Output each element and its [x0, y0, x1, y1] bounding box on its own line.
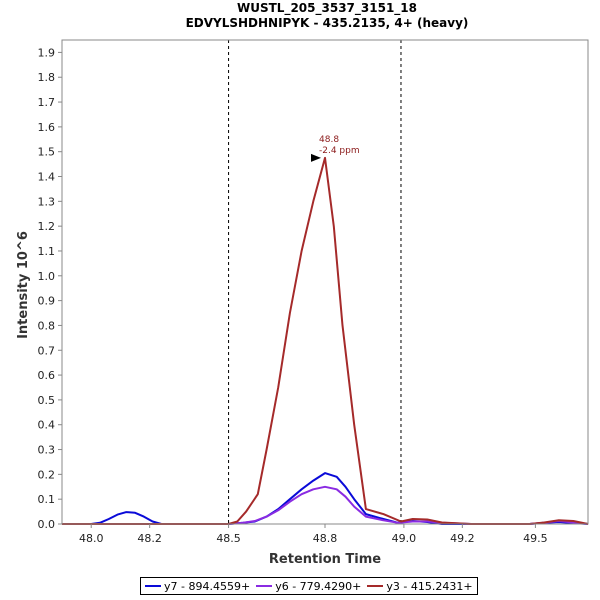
y-tick-label: 1.3 [38, 195, 56, 208]
x-tick-label: 48.8 [313, 532, 338, 545]
y-tick-label: 0.6 [38, 369, 56, 382]
peak-marker-icon [311, 153, 321, 162]
x-axis-title: Retention Time [269, 552, 381, 567]
x-tick-label: 48.2 [137, 532, 162, 545]
chart-subtitle: EDVYLSHDHNIPYK - 435.2135, 4+ (heavy) [186, 16, 469, 30]
integration-boundaries [228, 40, 402, 524]
x-axis-ticks: 48.0 48.2 48.5 48.8 49.0 49.2 49.5 [79, 524, 548, 545]
y-tick-label: 1.1 [38, 245, 56, 258]
y-tick-label: 0.9 [38, 295, 56, 308]
x-tick-label: 49.2 [450, 532, 475, 545]
y-tick-label: 1.5 [38, 146, 56, 159]
legend-item: y6 - 779.4290+ [256, 580, 361, 593]
chart-title: WUSTL_205_3537_3151_18 [237, 1, 417, 16]
y-tick-label: 0.1 [38, 493, 56, 506]
y-tick-label: 1.8 [38, 71, 56, 84]
legend-label: y6 - 779.4290+ [275, 579, 362, 593]
y-axis-title: Intensity 10^6 [16, 231, 31, 339]
x-tick-label: 48.0 [79, 532, 104, 545]
x-tick-label: 48.5 [216, 532, 241, 545]
series-lines [62, 156, 589, 525]
y-tick-label: 1.0 [38, 270, 56, 283]
legend-swatch [256, 585, 273, 587]
x-tick-label: 49.5 [523, 532, 548, 545]
legend-label: y7 - 894.4559+ [164, 579, 251, 593]
x-tick-label: 49.0 [392, 532, 417, 545]
legend-label: y3 - 415.2431+ [386, 579, 473, 593]
legend-swatch [367, 585, 384, 587]
y-tick-label: 0.5 [38, 394, 56, 407]
legend-swatch [145, 585, 161, 587]
legend-item: y7 - 894.4559+ [145, 580, 250, 593]
peak-annotation-rt: 48.8 [319, 135, 339, 145]
y-tick-label: 1.2 [38, 220, 56, 233]
legend-item: y3 - 415.2431+ [367, 579, 473, 593]
y-tick-label: 1.7 [38, 96, 56, 109]
y-tick-label: 0.2 [38, 468, 56, 481]
y-tick-label: 0.8 [38, 319, 56, 332]
series-line-y6 [62, 485, 589, 525]
y-tick-label: 1.4 [38, 171, 56, 184]
y-tick-label: 0.3 [38, 444, 56, 457]
peak-annotation-ppm: -2.4 ppm [319, 146, 360, 156]
series-line-y7 [62, 472, 589, 525]
peak-annotation: 48.8 -2.4 ppm [311, 135, 360, 162]
y-tick-label: 0.4 [38, 419, 56, 432]
series-line-y3 [62, 156, 589, 525]
y-tick-label: 0.0 [38, 518, 56, 531]
y-axis-ticks: 0.0 0.1 0.2 0.3 0.4 0.5 0.6 0.7 0.8 0.9 1.0 1.1 1.2 1… [38, 46, 62, 531]
legend: y7 - 894.4559+ y6 - 779.4290+ y3 - 415.2… [140, 577, 478, 595]
plot-area-frame [61, 39, 589, 525]
y-tick-label: 1.9 [38, 46, 56, 59]
y-tick-label: 1.6 [38, 121, 56, 134]
y-tick-label: 0.7 [38, 344, 56, 357]
